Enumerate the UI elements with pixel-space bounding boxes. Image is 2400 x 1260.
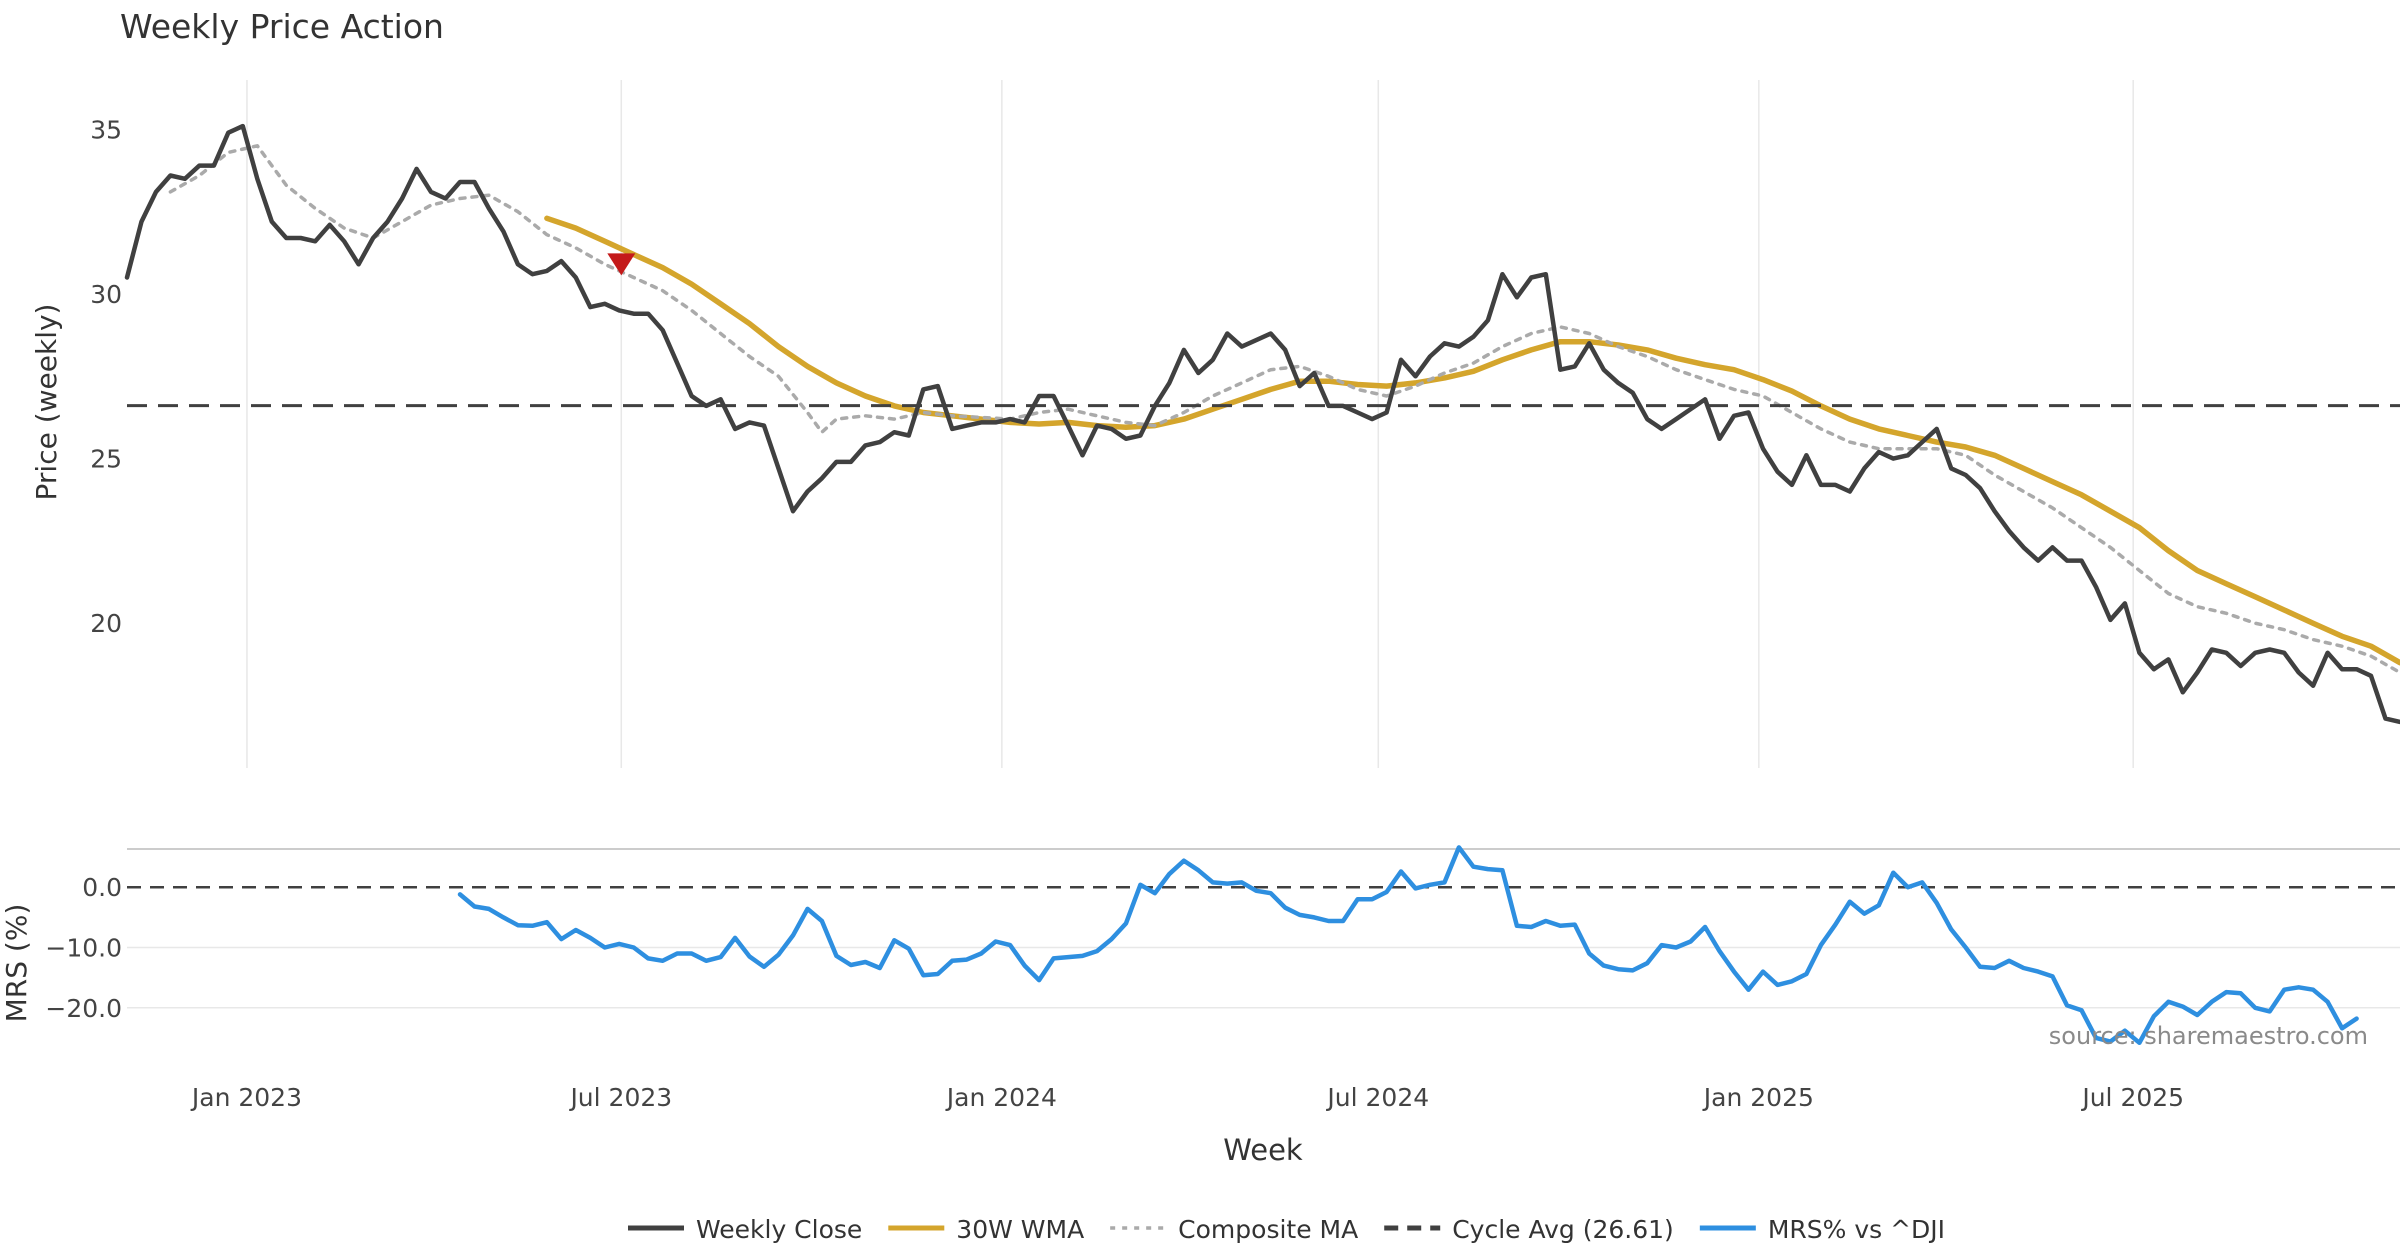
price-y-ticks: 20 25 30 35 xyxy=(90,115,122,638)
x-axis-label: Week xyxy=(1223,1133,1303,1167)
series-mrs-vs-dji xyxy=(457,845,2359,1046)
legend-label-1: 30W WMA xyxy=(956,1215,1084,1244)
price-y-tick-2: 30 xyxy=(90,280,122,309)
x-tick-1: Jul 2023 xyxy=(568,1083,672,1112)
legend-label-0: Weekly Close xyxy=(696,1215,862,1244)
x-tick-2: Jan 2024 xyxy=(945,1083,1057,1112)
x-tick-3: Jul 2024 xyxy=(1325,1083,1429,1112)
legend-label-3: Cycle Avg (26.61) xyxy=(1452,1215,1674,1244)
mrs-gridlines xyxy=(127,848,2400,1009)
x-tick-4: Jan 2025 xyxy=(1702,1083,1814,1112)
legend-label-2: Composite MA xyxy=(1178,1215,1358,1244)
mrs-series-group xyxy=(457,845,2359,1046)
x-tick-labels: Jan 2023 Jul 2023 Jan 2024 Jul 2024 Jan 2025… xyxy=(190,1083,2184,1112)
mrs-y-ticks: 0.0 −10.0 −20.0 xyxy=(45,873,122,1023)
legend: Weekly Close 30W WMA Composite MA Cycle Avg… xyxy=(628,1215,1945,1244)
series-weekly-close xyxy=(124,123,2400,725)
price-y-axis-label: Price (weekly) xyxy=(30,304,63,501)
series-composite-ma xyxy=(168,144,2400,675)
mrs-y-tick-0: 0.0 xyxy=(82,873,122,902)
mrs-y-axis-label: MRS (%) xyxy=(0,904,33,1023)
price-y-tick-0: 20 xyxy=(90,609,122,638)
series-30w-wma xyxy=(544,215,2400,666)
watermark-text: source: sharemaestro.com xyxy=(2049,1022,2368,1050)
price-chart-title: Weekly Price Action xyxy=(120,7,444,46)
down-triangle-marker xyxy=(607,253,636,276)
x-tick-0: Jan 2023 xyxy=(190,1083,302,1112)
legend-label-4: MRS% vs ^DJI xyxy=(1768,1215,1945,1244)
price-y-tick-1: 25 xyxy=(90,445,122,474)
mrs-y-tick-2: −20.0 xyxy=(45,994,122,1023)
x-tick-5: Jul 2025 xyxy=(2080,1083,2184,1112)
price-y-tick-3: 35 xyxy=(90,115,122,144)
price-series-group xyxy=(124,123,2400,725)
mrs-y-tick-1: −10.0 xyxy=(45,934,122,963)
